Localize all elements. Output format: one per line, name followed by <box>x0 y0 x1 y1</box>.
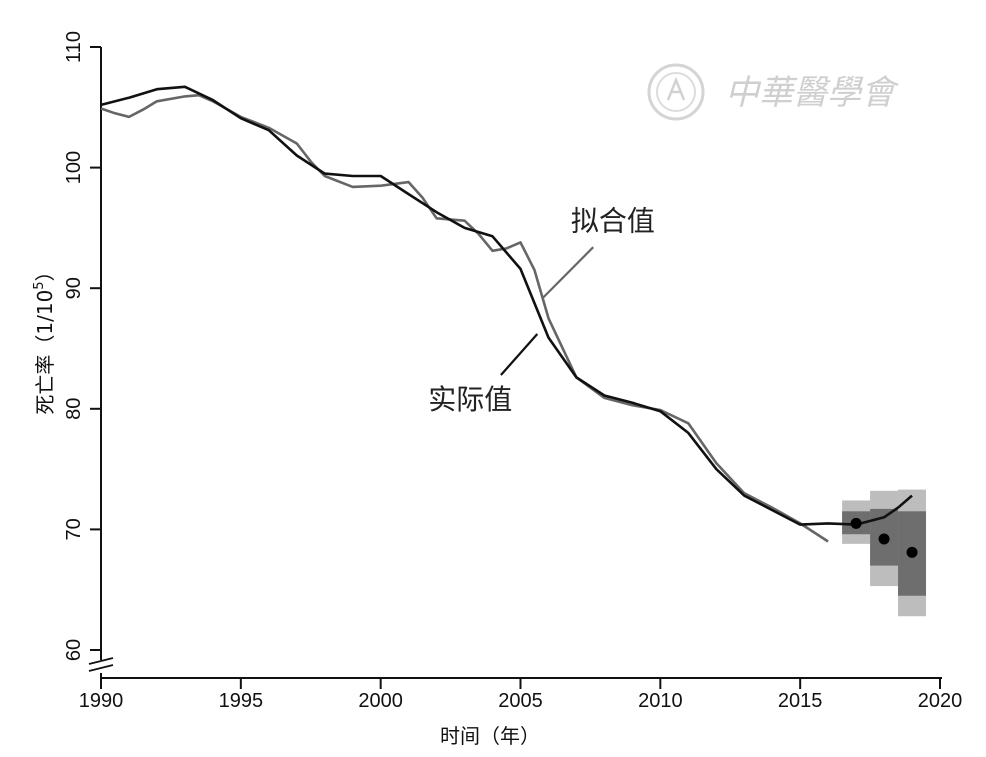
seal-anchor-icon <box>666 76 686 101</box>
fitted-leader-line <box>542 246 594 299</box>
x-axis-ticks: 1990 1995 2000 2005 2010 2015 2020 <box>79 678 963 712</box>
forecast-point <box>878 533 890 545</box>
y-axis-title-main: 死亡率（1/10 <box>33 290 57 415</box>
forecast-intervals <box>842 489 927 617</box>
y-tick-label: 70 <box>63 518 85 540</box>
x-tick-label: 1990 <box>79 690 124 712</box>
x-tick-label: 2005 <box>498 690 543 712</box>
watermark-logo: 中華醫學會 <box>647 63 900 121</box>
x-tick-label: 2020 <box>918 690 963 712</box>
actual-value-line <box>100 85 913 526</box>
fitted-value-label: 拟合值 <box>571 204 655 237</box>
axis-break-stroke <box>88 657 114 665</box>
y-axis-title: 死亡率（1/105） <box>32 261 57 414</box>
annotation-leader-lines <box>500 246 594 376</box>
x-tick-label: 2010 <box>638 690 683 712</box>
y-axis-ticks: 60 70 80 90 100 110 <box>63 31 101 661</box>
actual-leader-line <box>500 333 539 376</box>
y-axis-title-text: 死亡率（1/105） <box>32 261 57 414</box>
y-tick-label: 60 <box>63 639 85 661</box>
watermark-text: 中華醫學會 <box>725 73 900 113</box>
actual-value-label: 实际值 <box>428 383 512 416</box>
forecast-points <box>850 517 918 558</box>
x-tick-label: 1995 <box>219 690 264 712</box>
axis-break-stroke <box>88 664 114 672</box>
x-axis-title: 时间（年） <box>440 724 540 748</box>
y-tick-label: 90 <box>63 277 85 299</box>
seal-inner-ring-icon <box>656 72 696 112</box>
y-axis-title-close: ） <box>33 261 57 281</box>
forecast-point <box>850 517 862 529</box>
x-tick-label: 2000 <box>358 690 403 712</box>
y-axis-title-superscript: 5 <box>32 281 47 289</box>
x-tick-label: 2015 <box>778 690 823 712</box>
fitted-value-line <box>100 93 829 543</box>
seal-outer-ring-icon <box>647 63 705 121</box>
y-axis-break-mark <box>88 657 114 672</box>
series-lines <box>100 85 913 543</box>
y-tick-label: 80 <box>63 398 85 420</box>
y-tick-label: 100 <box>63 151 85 184</box>
forecast-point <box>906 546 918 558</box>
y-tick-label: 110 <box>63 31 85 63</box>
